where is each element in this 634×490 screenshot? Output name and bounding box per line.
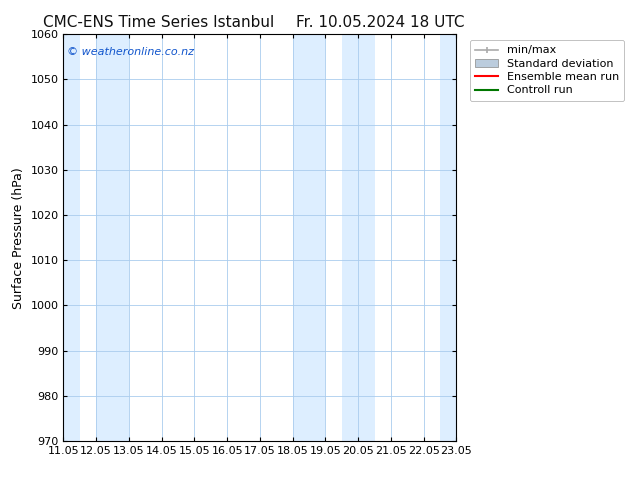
- Text: © weatheronline.co.nz: © weatheronline.co.nz: [67, 47, 195, 56]
- Legend: min/max, Standard deviation, Ensemble mean run, Controll run: min/max, Standard deviation, Ensemble me…: [470, 40, 624, 101]
- Y-axis label: Surface Pressure (hPa): Surface Pressure (hPa): [12, 167, 25, 309]
- Bar: [293, 34, 325, 441]
- Text: CMC-ENS Time Series Istanbul: CMC-ENS Time Series Istanbul: [43, 15, 274, 30]
- Bar: [61, 34, 80, 441]
- Bar: [342, 34, 375, 441]
- Text: Fr. 10.05.2024 18 UTC: Fr. 10.05.2024 18 UTC: [296, 15, 465, 30]
- Bar: [440, 34, 458, 441]
- Bar: [96, 34, 129, 441]
